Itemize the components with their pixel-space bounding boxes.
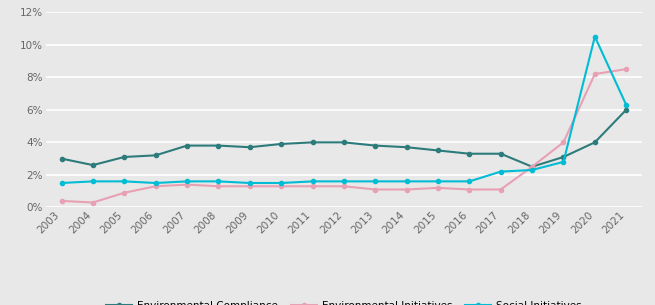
Environmental Compliance: [58, 157, 66, 160]
Environmental Initiatives: [277, 185, 285, 188]
Social Initiatives: [591, 35, 599, 38]
Environmental Initiatives: [214, 185, 222, 188]
Environmental Initiatives: [559, 141, 567, 144]
Social Initiatives: [434, 180, 442, 183]
Environmental Initiatives: [89, 201, 97, 204]
Environmental Compliance: [591, 141, 599, 144]
Environmental Initiatives: [591, 72, 599, 76]
Environmental Compliance: [434, 149, 442, 152]
Environmental Compliance: [214, 144, 222, 147]
Environmental Initiatives: [403, 188, 411, 191]
Social Initiatives: [371, 180, 379, 183]
Environmental Initiatives: [340, 185, 348, 188]
Environmental Initiatives: [121, 191, 128, 195]
Environmental Compliance: [371, 144, 379, 147]
Environmental Initiatives: [434, 186, 442, 190]
Line: Social Initiatives: Social Initiatives: [60, 34, 628, 185]
Environmental Compliance: [309, 141, 316, 144]
Social Initiatives: [528, 168, 536, 172]
Environmental Compliance: [121, 155, 128, 159]
Environmental Compliance: [496, 152, 504, 156]
Legend: Environmental Compliance, Environmental Initiatives, Social Initiatives: Environmental Compliance, Environmental …: [102, 297, 586, 305]
Environmental Compliance: [89, 163, 97, 167]
Social Initiatives: [152, 181, 160, 185]
Social Initiatives: [214, 180, 222, 183]
Environmental Compliance: [403, 145, 411, 149]
Social Initiatives: [246, 181, 253, 185]
Social Initiatives: [89, 180, 97, 183]
Environmental Compliance: [246, 145, 253, 149]
Social Initiatives: [403, 180, 411, 183]
Environmental Compliance: [277, 142, 285, 146]
Environmental Initiatives: [152, 185, 160, 188]
Social Initiatives: [559, 160, 567, 164]
Social Initiatives: [622, 103, 630, 107]
Social Initiatives: [277, 181, 285, 185]
Environmental Initiatives: [622, 67, 630, 71]
Environmental Initiatives: [309, 185, 316, 188]
Environmental Initiatives: [246, 185, 253, 188]
Environmental Compliance: [466, 152, 474, 156]
Social Initiatives: [466, 180, 474, 183]
Environmental Initiatives: [466, 188, 474, 191]
Social Initiatives: [309, 180, 316, 183]
Environmental Compliance: [622, 108, 630, 112]
Line: Environmental Compliance: Environmental Compliance: [60, 108, 628, 169]
Line: Environmental Initiatives: Environmental Initiatives: [60, 67, 628, 205]
Social Initiatives: [121, 180, 128, 183]
Environmental Compliance: [340, 141, 348, 144]
Social Initiatives: [340, 180, 348, 183]
Environmental Compliance: [152, 153, 160, 157]
Social Initiatives: [496, 170, 504, 174]
Environmental Initiatives: [528, 165, 536, 169]
Social Initiatives: [183, 180, 191, 183]
Social Initiatives: [58, 181, 66, 185]
Environmental Initiatives: [371, 188, 379, 191]
Environmental Initiatives: [183, 183, 191, 186]
Environmental Compliance: [559, 155, 567, 159]
Environmental Compliance: [528, 165, 536, 169]
Environmental Compliance: [183, 144, 191, 147]
Environmental Initiatives: [58, 199, 66, 203]
Environmental Initiatives: [496, 188, 504, 191]
